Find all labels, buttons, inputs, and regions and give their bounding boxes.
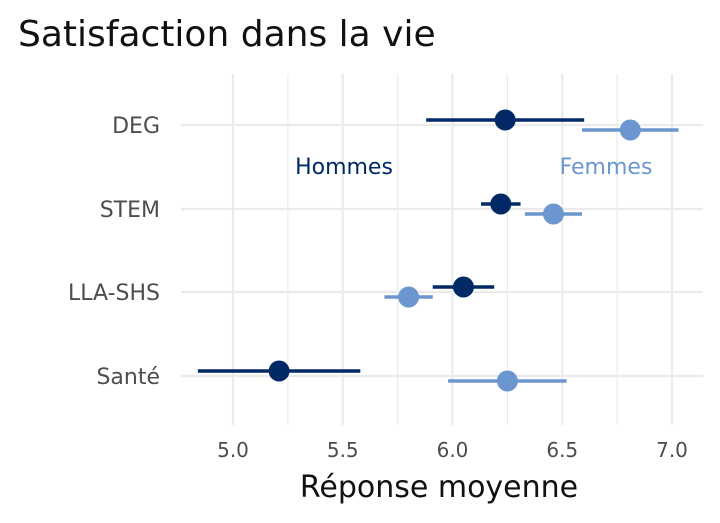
annotation-femmes: Femmes	[560, 155, 653, 180]
y-axis-ticks: DEG STEM LLA-SHS Santé	[68, 114, 160, 390]
x-axis-ticks: 5.0 5.5 6.0 6.5 7.0	[217, 438, 688, 462]
y-tick-label: Santé	[96, 365, 160, 390]
grid	[181, 74, 703, 425]
x-axis-label: Réponse moyenne	[300, 470, 578, 505]
y-tick-label: DEG	[112, 114, 160, 139]
data-marks	[197, 109, 679, 392]
x-tick-label: 5.0	[217, 438, 249, 462]
point-femmes	[619, 119, 641, 141]
y-tick-label: STEM	[100, 198, 160, 223]
point-femmes	[496, 370, 518, 392]
x-tick-label: 7.0	[656, 438, 688, 462]
point-hommes	[494, 109, 516, 131]
x-tick-label: 6.0	[437, 438, 469, 462]
point-hommes	[490, 193, 512, 215]
point-hommes	[452, 276, 474, 298]
chart-title: Satisfaction dans la vie	[18, 14, 436, 55]
point-femmes	[398, 286, 420, 308]
x-tick-label: 5.5	[327, 438, 359, 462]
point-femmes	[542, 203, 564, 225]
x-tick-label: 6.5	[546, 438, 578, 462]
annotation-hommes: Hommes	[295, 155, 393, 180]
y-tick-label: LLA-SHS	[68, 281, 160, 306]
point-hommes	[268, 360, 290, 382]
